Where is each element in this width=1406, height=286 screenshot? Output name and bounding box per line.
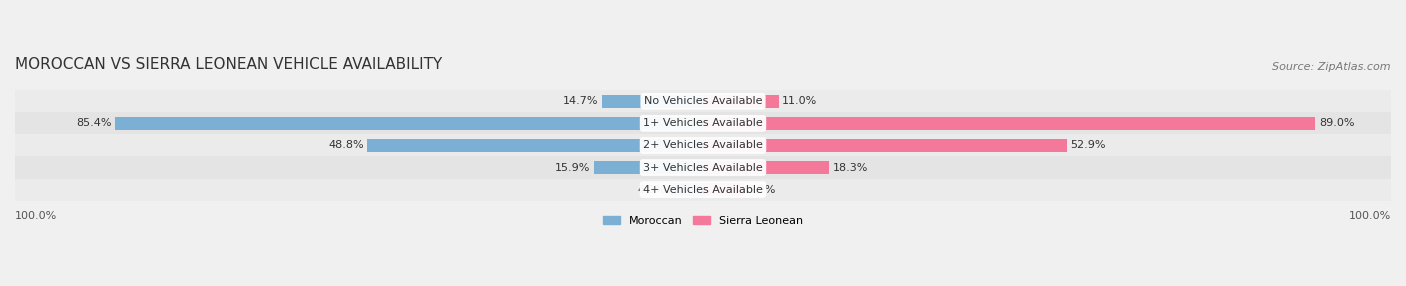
Text: 14.7%: 14.7% (562, 96, 599, 106)
Bar (593, 161, 703, 174)
Bar (602, 94, 703, 108)
Bar (703, 117, 1316, 130)
Text: 100.0%: 100.0% (15, 210, 58, 221)
Text: 15.9%: 15.9% (555, 162, 591, 172)
Text: 89.0%: 89.0% (1319, 118, 1354, 128)
Text: 11.0%: 11.0% (782, 96, 817, 106)
Bar (669, 183, 703, 196)
Bar (703, 139, 1067, 152)
Text: MOROCCAN VS SIERRA LEONEAN VEHICLE AVAILABILITY: MOROCCAN VS SIERRA LEONEAN VEHICLE AVAIL… (15, 57, 443, 72)
Bar (15, 156, 1391, 178)
Text: 4.9%: 4.9% (637, 184, 666, 194)
Text: 18.3%: 18.3% (832, 162, 868, 172)
Text: Source: ZipAtlas.com: Source: ZipAtlas.com (1272, 61, 1391, 72)
Text: 52.9%: 52.9% (1070, 140, 1107, 150)
Text: 4+ Vehicles Available: 4+ Vehicles Available (643, 184, 763, 194)
Bar (367, 139, 703, 152)
Bar (703, 161, 830, 174)
Legend: Moroccan, Sierra Leonean: Moroccan, Sierra Leonean (603, 216, 803, 226)
Text: 5.9%: 5.9% (747, 184, 775, 194)
Text: 100.0%: 100.0% (1348, 210, 1391, 221)
Text: 3+ Vehicles Available: 3+ Vehicles Available (643, 162, 763, 172)
Bar (15, 90, 1391, 112)
Bar (15, 178, 1391, 200)
Text: 1+ Vehicles Available: 1+ Vehicles Available (643, 118, 763, 128)
Bar (703, 94, 779, 108)
Text: 85.4%: 85.4% (76, 118, 112, 128)
Text: 2+ Vehicles Available: 2+ Vehicles Available (643, 140, 763, 150)
Bar (115, 117, 703, 130)
Text: 48.8%: 48.8% (328, 140, 364, 150)
Text: No Vehicles Available: No Vehicles Available (644, 96, 762, 106)
Bar (15, 112, 1391, 134)
Bar (703, 183, 744, 196)
Bar (15, 134, 1391, 156)
